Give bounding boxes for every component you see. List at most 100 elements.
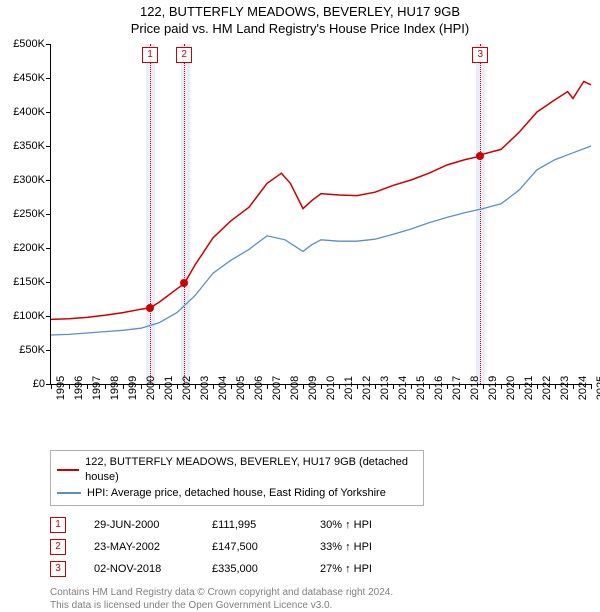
y-tick-label: £400K [13,106,45,118]
x-tick-label: 2004 [217,376,229,400]
transaction-price: £111,995 [212,519,292,531]
x-tick-label: 1996 [73,376,85,400]
x-tick-mark [555,384,556,389]
x-tick-mark [483,384,484,389]
title-address: 122, BUTTERFLY MEADOWS, BEVERLEY, HU17 9… [0,4,600,21]
y-tick-mark [46,214,51,215]
data-point [476,152,484,160]
x-tick-mark [447,384,448,389]
x-tick-label: 1997 [91,376,103,400]
x-tick-mark [429,384,430,389]
x-tick-label: 2007 [271,376,283,400]
transaction-row: 3 02-NOV-2018 £335,000 27% ↑ HPI [50,558,600,580]
y-tick-mark [46,316,51,317]
x-tick-label: 1998 [109,376,121,400]
x-tick-label: 2006 [253,376,265,400]
x-tick-mark [519,384,520,389]
x-tick-label: 1999 [127,376,139,400]
x-tick-mark [123,384,124,389]
x-tick-label: 2005 [235,376,247,400]
x-tick-label: 2015 [415,376,427,400]
x-tick-mark [159,384,160,389]
x-tick-label: 2019 [487,376,499,400]
x-tick-mark [393,384,394,389]
x-tick-mark [249,384,250,389]
x-tick-label: 2021 [523,376,535,400]
x-tick-label: 2011 [343,376,355,400]
y-tick-mark [46,180,51,181]
x-tick-mark [177,384,178,389]
transaction-number: 3 [50,561,66,577]
y-tick-mark [46,350,51,351]
x-tick-mark [591,384,592,389]
transaction-date: 29-JUN-2000 [94,519,184,531]
legend-label: 122, BUTTERFLY MEADOWS, BEVERLEY, HU17 9… [85,455,417,486]
x-tick-mark [375,384,376,389]
legend-swatch [57,492,81,494]
x-tick-label: 2024 [577,376,589,400]
series-line-hpi [51,146,591,335]
y-tick-label: £50K [19,344,45,356]
legend-item: 122, BUTTERFLY MEADOWS, BEVERLEY, HU17 9… [57,455,417,486]
x-tick-label: 2009 [307,376,319,400]
y-tick-label: £450K [13,72,45,84]
y-tick-label: £350K [13,140,45,152]
x-tick-label: 2010 [325,376,337,400]
x-tick-mark [231,384,232,389]
x-tick-label: 2014 [397,376,409,400]
chart-container: 122, BUTTERFLY MEADOWS, BEVERLEY, HU17 9… [0,0,600,590]
transaction-hpi-diff: 33% ↑ HPI [320,541,410,553]
plot-region: 123 £0£50K£100K£150K£200K£250K£300K£350K… [50,44,591,385]
x-tick-mark [285,384,286,389]
x-tick-mark [357,384,358,389]
data-point [180,279,188,287]
legend-swatch [57,469,79,471]
transaction-row: 223-MAY-2002£147,50033% ↑ HPI [50,536,600,558]
y-tick-mark [46,282,51,283]
x-tick-mark [267,384,268,389]
x-tick-label: 2025 [595,376,600,400]
y-tick-label: £250K [13,208,45,220]
y-tick-mark [46,44,51,45]
x-tick-label: 2018 [469,376,481,400]
x-tick-label: 2016 [433,376,445,400]
title-subtitle: Price paid vs. HM Land Registry's House … [0,21,600,38]
transactions-table: 129-JUN-2000£111,99530% ↑ HPI223-MAY-200… [50,514,600,580]
x-tick-label: 2003 [199,376,211,400]
y-tick-label: £500K [13,38,45,50]
legend: 122, BUTTERFLY MEADOWS, BEVERLEY, HU17 9… [50,450,424,506]
x-tick-mark [537,384,538,389]
x-tick-label: 2017 [451,376,463,400]
x-tick-mark [303,384,304,389]
x-tick-mark [69,384,70,389]
x-tick-mark [87,384,88,389]
y-tick-label: £150K [13,276,45,288]
series-svg [51,44,591,384]
y-tick-label: £200K [13,242,45,254]
transaction-row: 129-JUN-2000£111,99530% ↑ HPI [50,514,600,536]
x-tick-label: 2012 [361,376,373,400]
transaction-hpi-diff: 30% ↑ HPI [320,519,410,531]
x-tick-mark [465,384,466,389]
title-block: 122, BUTTERFLY MEADOWS, BEVERLEY, HU17 9… [0,0,600,38]
transaction-price: £335,000 [212,563,292,575]
x-tick-label: 2022 [541,376,553,400]
x-tick-label: 2013 [379,376,391,400]
chart-area: 123 £0£50K£100K£150K£200K£250K£300K£350K… [50,44,590,404]
y-tick-label: £0 [33,378,45,390]
transaction-date: 02-NOV-2018 [94,563,184,575]
y-tick-mark [46,248,51,249]
x-tick-label: 2020 [505,376,517,400]
x-tick-label: 2000 [145,376,157,400]
transaction-hpi-diff: 27% ↑ HPI [320,563,410,575]
x-tick-mark [573,384,574,389]
y-tick-mark [46,146,51,147]
attribution-line2: This data is licensed under the Open Gov… [50,599,600,612]
x-tick-mark [141,384,142,389]
attribution-line1: Contains HM Land Registry data © Crown c… [50,586,600,599]
y-tick-mark [46,112,51,113]
series-line-price_paid [51,81,591,319]
transaction-price: £147,500 [212,541,292,553]
x-tick-mark [321,384,322,389]
transaction-number: 2 [50,539,66,555]
